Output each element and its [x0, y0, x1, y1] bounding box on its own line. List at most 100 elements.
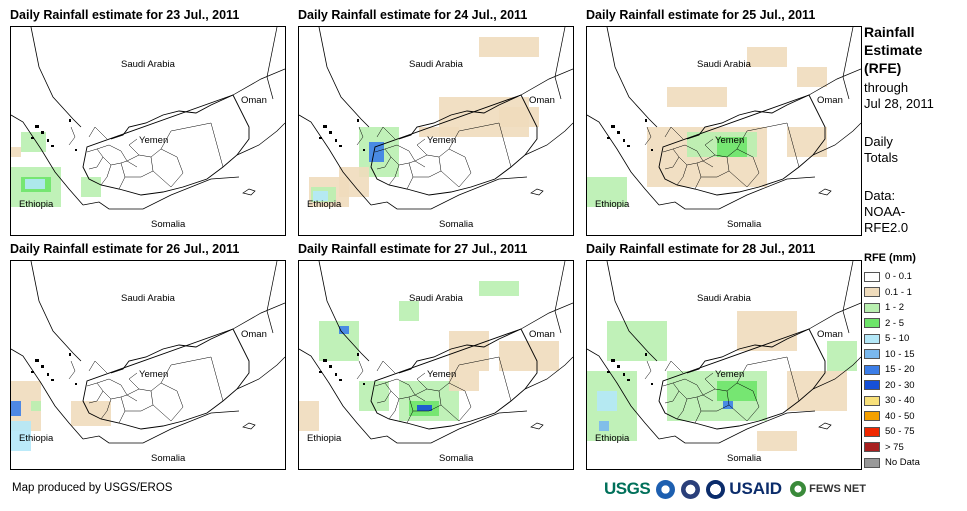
- map-credit: Map produced by USGS/EROS: [12, 482, 173, 494]
- legend-swatch: [864, 333, 880, 344]
- legend-item: 0 - 0.1: [864, 269, 920, 285]
- place-label-oman: Oman: [241, 95, 267, 106]
- place-label-oman: Oman: [241, 329, 267, 340]
- place-label-ethiopia: Ethiopia: [307, 433, 342, 444]
- legend-title: RFE (mm): [864, 252, 916, 264]
- legend-swatch: [864, 271, 880, 282]
- legend-swatch: [864, 287, 880, 298]
- fews-icon: [790, 481, 807, 497]
- data-line: RFE2.0: [864, 220, 909, 235]
- map-panel-24: Daily Rainfall estimate for 24 Jul., 201…: [298, 8, 574, 236]
- place-label-saudi: Saudi Arabia: [697, 59, 752, 70]
- legend-label: 1 - 2: [885, 302, 905, 314]
- legend-item: 15 - 20: [864, 362, 920, 378]
- panel-title: Daily Rainfall estimate for 24 Jul., 201…: [298, 8, 528, 22]
- map-panel-25: Daily Rainfall estimate for 25 Jul., 201…: [586, 8, 862, 236]
- legend-label: 0.1 - 1: [885, 286, 912, 298]
- legend-swatch: [864, 364, 880, 375]
- place-label-yemen: Yemen: [427, 369, 456, 380]
- place-label-saudi: Saudi Arabia: [121, 293, 176, 304]
- place-label-oman: Oman: [529, 95, 555, 106]
- place-label-yemen: Yemen: [715, 369, 744, 380]
- data-line: NOAA-: [864, 204, 906, 219]
- legend-label: 5 - 10: [885, 333, 910, 345]
- place-label-somalia: Somalia: [727, 453, 762, 464]
- legend-label: 40 - 50: [885, 410, 915, 422]
- legend-item: 10 - 15: [864, 347, 920, 363]
- legend: 0 - 0.1 0.1 - 1 1 - 2 2 - 5 5 - 10 10 - 15 15 …: [864, 269, 920, 471]
- map-frame: Saudi Arabia Yemen Oman Ethiopia Somalia: [10, 260, 286, 470]
- place-label-oman: Oman: [817, 329, 843, 340]
- legend-swatch: [864, 318, 880, 329]
- place-label-ethiopia: Ethiopia: [19, 199, 54, 210]
- legend-swatch: [864, 302, 880, 313]
- place-label-somalia: Somalia: [439, 219, 474, 230]
- legend-label: 15 - 20: [885, 364, 915, 376]
- sidebar-data-source: Data: NOAA- RFE2.0: [864, 188, 908, 236]
- sidebar-title: Rainfall Estimate (RFE): [864, 23, 922, 77]
- legend-label: 50 - 75: [885, 426, 915, 438]
- place-label-oman: Oman: [529, 329, 555, 340]
- place-label-somalia: Somalia: [151, 453, 186, 464]
- panel-title: Daily Rainfall estimate for 28 Jul., 201…: [586, 242, 816, 256]
- place-label-ethiopia: Ethiopia: [307, 199, 342, 210]
- title-line: Estimate: [864, 42, 923, 58]
- place-label-saudi: Saudi Arabia: [121, 59, 176, 70]
- usgs-logo: USGS: [604, 479, 651, 498]
- legend-item: > 75: [864, 440, 920, 456]
- place-label-yemen: Yemen: [139, 135, 168, 146]
- place-label-oman: Oman: [817, 95, 843, 106]
- place-label-yemen: Yemen: [715, 135, 744, 146]
- legend-swatch: [864, 349, 880, 360]
- legend-swatch: [864, 380, 880, 391]
- panel-title: Daily Rainfall estimate for 26 Jul., 201…: [10, 242, 240, 256]
- legend-item: 20 - 30: [864, 378, 920, 394]
- logo-strip: USGS USAID FEWS NET: [604, 479, 866, 499]
- legend-item: 30 - 40: [864, 393, 920, 409]
- fews-net-logo: FEWS NET: [809, 483, 866, 495]
- legend-item: 40 - 50: [864, 409, 920, 425]
- title-line: (RFE): [864, 60, 902, 76]
- legend-item: 50 - 75: [864, 424, 920, 440]
- place-label-ethiopia: Ethiopia: [595, 199, 630, 210]
- legend-item: 0.1 - 1: [864, 285, 920, 301]
- legend-item: No Data: [864, 455, 920, 471]
- panel-title: Daily Rainfall estimate for 23 Jul., 201…: [10, 8, 240, 22]
- legend-item: 5 - 10: [864, 331, 920, 347]
- legend-swatch: [864, 426, 880, 437]
- legend-swatch: [864, 442, 880, 453]
- legend-label: 0 - 0.1: [885, 271, 912, 283]
- place-label-saudi: Saudi Arabia: [409, 293, 464, 304]
- sidebar-date: through Jul 28, 2011: [864, 80, 934, 112]
- daily-line: Totals: [864, 150, 898, 165]
- legend-item: 1 - 2: [864, 300, 920, 316]
- map-frame: Saudi Arabia Yemen Oman Ethiopia Somalia: [298, 260, 574, 470]
- daily-line: Daily: [864, 134, 893, 149]
- through-date: Jul 28, 2011: [864, 96, 934, 111]
- legend-swatch: [864, 411, 880, 422]
- legend-swatch: [864, 457, 880, 468]
- map-panel-26: Daily Rainfall estimate for 26 Jul., 201…: [10, 242, 286, 470]
- place-label-ethiopia: Ethiopia: [19, 433, 54, 444]
- place-label-ethiopia: Ethiopia: [595, 433, 630, 444]
- data-line: Data:: [864, 188, 896, 203]
- map-panel-23: Daily Rainfall estimate for 23 Jul., 201…: [10, 8, 286, 236]
- through-label: through: [864, 80, 909, 95]
- legend-label: 20 - 30: [885, 379, 915, 391]
- legend-item: 2 - 5: [864, 316, 920, 332]
- map-panel-27: Daily Rainfall estimate for 27 Jul., 201…: [298, 242, 574, 470]
- legend-label: 2 - 5: [885, 317, 905, 329]
- place-label-somalia: Somalia: [151, 219, 186, 230]
- usaid-seal-icon: [706, 479, 726, 499]
- place-label-yemen: Yemen: [139, 369, 168, 380]
- place-label-yemen: Yemen: [427, 135, 456, 146]
- map-frame: Saudi Arabia Yemen Oman Ethiopia Somalia: [10, 26, 286, 236]
- legend-label: 30 - 40: [885, 395, 915, 407]
- place-label-saudi: Saudi Arabia: [409, 59, 464, 70]
- legend-label: No Data: [885, 457, 920, 469]
- panel-title: Daily Rainfall estimate for 25 Jul., 201…: [586, 8, 816, 22]
- place-label-somalia: Somalia: [727, 219, 762, 230]
- map-panel-28: Daily Rainfall estimate for 28 Jul., 201…: [586, 242, 862, 470]
- noaa-seal-icon: [656, 479, 676, 499]
- title-line: Rainfall: [864, 24, 915, 40]
